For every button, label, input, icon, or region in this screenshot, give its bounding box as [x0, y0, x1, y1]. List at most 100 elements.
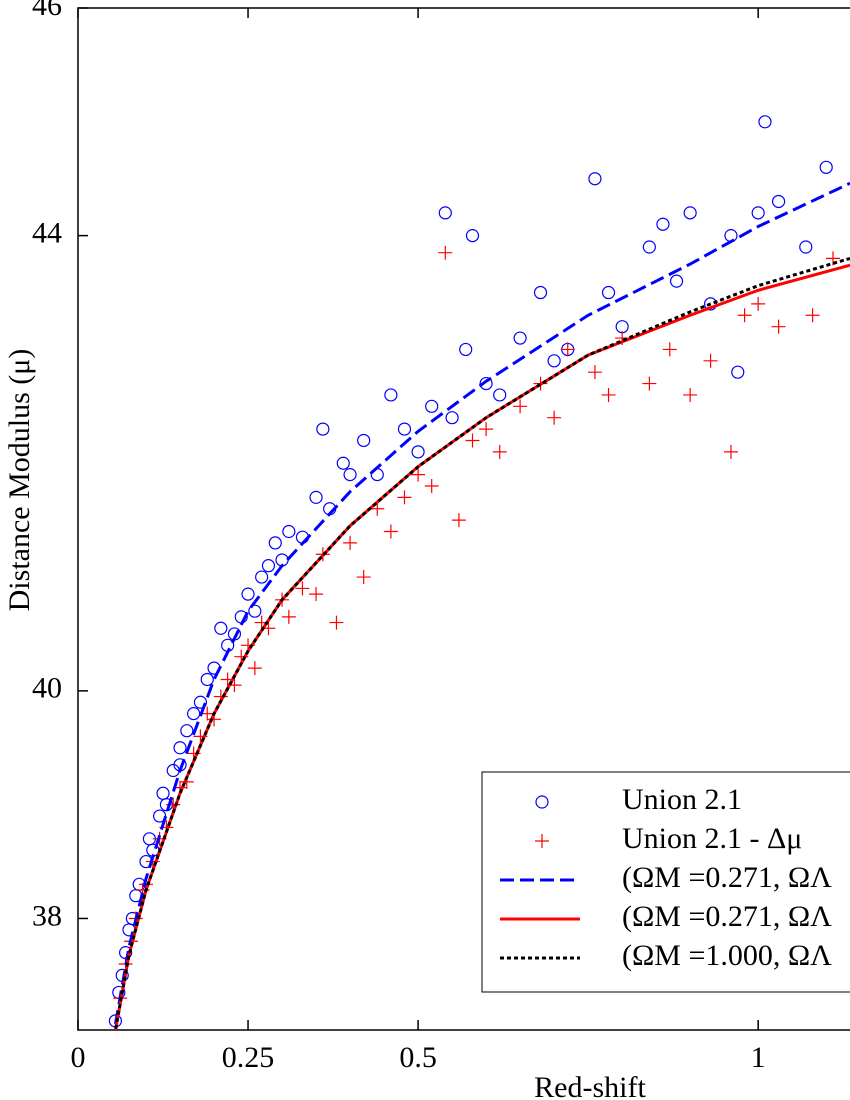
circle-marker — [513, 331, 527, 345]
circle-marker — [425, 399, 439, 413]
circle-marker — [397, 422, 412, 436]
circle-marker — [214, 621, 228, 635]
y-axis-label: Distance Modulus (μ) — [3, 349, 36, 612]
circle-marker — [309, 490, 323, 504]
plot-frame — [77, 7, 850, 1031]
plus-marker — [683, 387, 698, 402]
fit-line — [112, 181, 850, 1030]
plus-marker — [247, 661, 262, 676]
circle-marker — [819, 160, 833, 174]
plus-marker — [343, 535, 358, 550]
circle-marker — [411, 445, 425, 459]
circle-marker — [438, 206, 452, 220]
plus-marker — [424, 478, 439, 493]
legend-label: Union 2.1 — [622, 783, 742, 816]
circle-marker — [156, 786, 170, 800]
y-tick-label: 40 — [32, 672, 62, 705]
fit-line — [113, 256, 850, 1030]
plus-marker — [356, 570, 371, 585]
circle-marker — [683, 206, 697, 220]
plus-marker — [451, 513, 466, 528]
circle-marker — [588, 172, 602, 186]
circle-marker — [669, 274, 684, 288]
y-tick-label: 44 — [32, 217, 62, 250]
legend-box — [481, 771, 850, 993]
circle-marker — [535, 795, 549, 809]
plus-marker — [513, 399, 528, 414]
circle-marker — [173, 741, 187, 755]
circle-marker — [384, 388, 398, 402]
plus-marker — [535, 834, 549, 848]
circle-marker — [153, 809, 167, 823]
circle-marker — [261, 559, 276, 573]
plus-marker — [492, 444, 507, 459]
plus-marker — [662, 342, 677, 357]
circle-marker — [601, 285, 616, 300]
legend-label: (ΩM =1.000, ΩΛ — [622, 939, 832, 972]
circle-marker — [724, 229, 738, 243]
y-tick-label: 38 — [32, 899, 62, 932]
plus-marker — [737, 308, 752, 323]
plus-marker — [309, 587, 324, 602]
plus-marker — [383, 524, 398, 539]
plus-marker — [825, 251, 840, 266]
x-axis-label: Red-shift — [534, 1071, 646, 1100]
circle-marker — [336, 456, 350, 470]
x-tick-label: 0.5 — [399, 1041, 437, 1074]
y-tick-label: 46 — [32, 0, 62, 22]
circle-marker — [615, 320, 629, 334]
circle-marker — [656, 217, 670, 231]
circle-marker — [180, 724, 194, 738]
circle-marker — [479, 376, 493, 391]
plus-marker — [281, 609, 296, 624]
plus-marker — [771, 319, 786, 334]
plus-marker — [479, 422, 494, 437]
circle-marker — [642, 240, 656, 254]
circle-marker — [200, 672, 214, 687]
circle-marker — [282, 524, 296, 539]
circle-marker — [357, 433, 371, 448]
plus-marker — [329, 615, 344, 630]
circle-marker — [493, 388, 507, 402]
plus-marker — [411, 467, 426, 482]
plus-marker — [587, 365, 602, 380]
plus-marker — [805, 308, 820, 323]
circle-marker — [445, 411, 459, 425]
plus-marker — [601, 387, 616, 402]
circle-marker — [316, 422, 330, 436]
x-tick-label: 0.25 — [222, 1041, 275, 1074]
plot-area — [108, 115, 850, 1030]
plus-marker — [547, 410, 562, 425]
plus-marker — [642, 376, 657, 391]
plus-marker — [751, 296, 766, 311]
legend-label: (ΩM =0.271, ΩΛ — [622, 861, 832, 894]
circle-marker — [241, 587, 255, 601]
circle-marker — [465, 229, 480, 243]
x-tick-label: 0 — [71, 1041, 86, 1074]
plus-marker — [723, 444, 738, 459]
circle-marker — [731, 365, 745, 379]
plus-marker — [560, 342, 575, 357]
circle-marker — [459, 342, 473, 357]
circle-marker — [771, 194, 786, 209]
plus-marker — [397, 490, 412, 505]
plus-marker — [703, 353, 718, 368]
circle-marker — [799, 240, 813, 254]
legend-label: (ΩM =0.271, ΩΛ — [622, 900, 832, 933]
plus-marker — [295, 581, 310, 596]
circle-marker — [248, 604, 262, 618]
legend-label: Union 2.1 - Δμ — [622, 822, 802, 855]
circle-marker — [268, 536, 282, 550]
circle-marker — [533, 285, 548, 300]
circle-marker — [751, 206, 765, 220]
circle-marker — [187, 707, 201, 721]
plus-marker — [465, 433, 480, 448]
circle-marker — [703, 297, 718, 311]
circle-marker — [758, 115, 772, 129]
plus-marker — [438, 245, 453, 260]
circle-marker — [255, 570, 269, 584]
circle-marker — [343, 468, 357, 482]
circle-marker — [547, 354, 561, 368]
